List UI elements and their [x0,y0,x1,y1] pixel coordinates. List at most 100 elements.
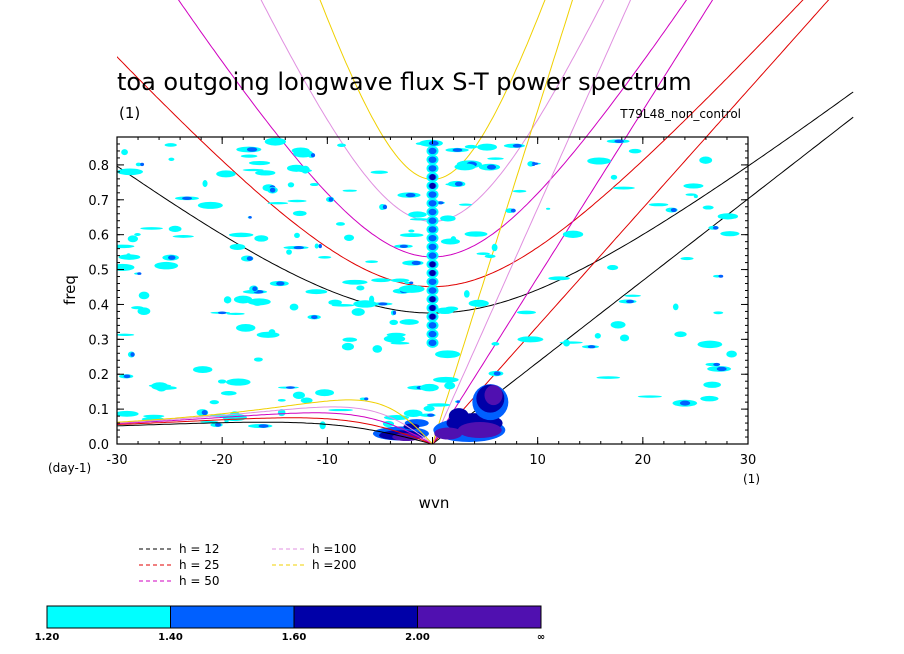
heat-patch [365,260,378,264]
heat-patch [117,333,135,337]
heat-patch [246,256,253,261]
heat-patch [214,423,222,427]
heat-patch [318,244,322,249]
heat-patch [310,153,316,158]
heat-patch [562,230,584,238]
heat-patch [314,243,319,249]
heat-patch [248,160,271,166]
heat-patch [228,232,254,238]
heat-patch [435,350,461,359]
heat-patch [351,308,365,316]
heat-patch [458,203,473,206]
heat-column-mid [428,287,437,294]
heat-patch [484,254,496,259]
heat-patch [151,382,169,390]
colorbar-segment [46,605,171,629]
heat-patch [253,357,263,362]
y-unit-label: (day-1) [48,461,91,475]
heat-patch [217,311,227,315]
axis-ticks: -30 -20 -10 0 10 20 30 0.0 0.1 0.2 0.3 0.4 0.5 0.6 0.7… [88,137,756,468]
heat-patch [674,331,687,338]
colorbar-segment [417,605,542,629]
heat-column-mid [428,147,437,155]
heat-patch [685,193,697,196]
heat-patch [319,421,326,430]
kelvin-curve-h25 [432,0,830,444]
heat-patch [123,374,131,379]
heat-patch [372,345,383,353]
x-tick-label: -20 [212,453,233,468]
heat-patch [468,299,489,307]
heat-patch [226,312,245,315]
heat-patch [456,400,461,404]
heat-patch [117,168,143,176]
heat-patch [612,186,635,190]
heat-patch [718,274,724,278]
heat-patch [450,236,457,244]
heat-patch [293,246,304,250]
heat-patch [626,299,634,304]
heat-patch [217,379,227,384]
heat-patch [201,410,208,416]
heat-patch [117,410,139,417]
heat-column-core [429,261,436,268]
heat-patch [118,254,141,260]
heat-patch [364,397,369,401]
heat-patch [252,286,258,292]
colorbar-segment [293,605,418,629]
heat-patch [610,174,618,180]
heat-patch [389,319,399,325]
heat-patch [428,140,439,146]
heat-column-mid [428,252,437,259]
heat-patch [548,276,570,281]
heat-patch [390,341,410,345]
heat-patch [399,319,419,325]
heat-patch [546,207,551,210]
heat-lowfreq-blob [448,408,469,425]
heat-column-mid [428,217,437,224]
heat-patch [342,337,358,342]
heat-column-core [429,304,436,311]
chart-subtitle-right: T79L48_non_control [619,107,741,121]
y-tick-label: 0.6 [88,229,109,244]
heat-patch [476,252,490,255]
heat-patch [700,395,719,402]
heat-column-mid [428,339,437,347]
rossby-curve-h200 [117,399,433,444]
heat-patch [233,295,253,304]
heat-patch [193,366,213,374]
heat-patch [390,278,410,283]
heat-patch [587,157,611,165]
heat-patch [596,376,621,379]
heat-patch [216,170,236,178]
heat-patch [587,345,596,349]
heat-column-mid [428,278,437,285]
heat-column-core [429,182,436,189]
heat-patch [382,204,388,210]
heat-patch [486,164,497,170]
heat-patch [610,321,626,329]
heat-patch [408,211,427,218]
heat-patch [138,291,150,300]
heat-patch [287,199,307,203]
heat-patch [440,215,456,222]
heat-column-core [429,174,436,181]
heat-patch [305,289,328,295]
heat-patch [240,154,258,158]
heat-patch [717,213,739,220]
heat-lowfreq-blob [434,427,463,440]
heat-patch [607,264,619,271]
heat-patch [127,235,139,243]
y-tick-label: 0.2 [88,368,109,383]
legend-label-h12: h = 12 [179,542,220,556]
heat-patch [140,227,163,230]
y-tick-label: 0.1 [88,403,109,418]
heat-patch [464,144,478,149]
heat-patch [637,395,662,398]
legend-label-h200: h =200 [312,558,356,572]
heat-patch [248,216,252,219]
heat-patch [286,249,292,255]
heat-patch [140,162,145,167]
heat-column-core [429,296,436,303]
heat-patch [392,310,397,315]
